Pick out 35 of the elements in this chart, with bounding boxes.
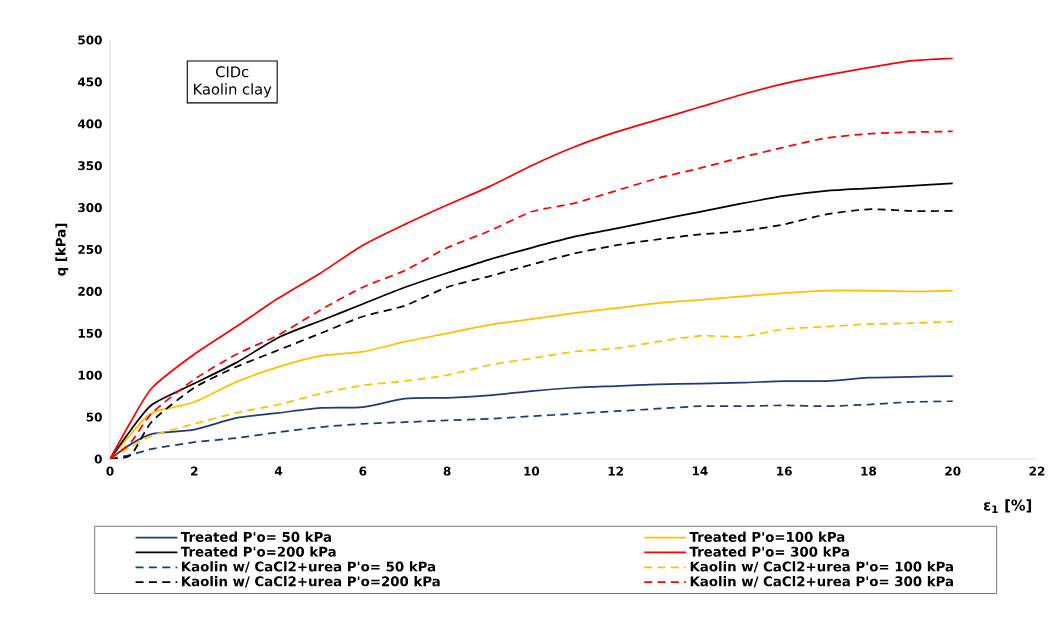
legend-label: Kaolin w/ CaCl2+urea P'o= 300 kPa [690, 576, 953, 588]
legend-label: Kaolin w/ CaCl2+urea P'o=200 kPa [182, 576, 440, 588]
y-tick-label: 0 [94, 454, 102, 464]
legend-label: Treated P'o=200 kPa [180, 546, 336, 557]
y-axis-title: q [kPa] [55, 223, 69, 276]
legend-label: Treated P'o= 300 kPa [689, 546, 849, 557]
x-tick-label: 18 [861, 466, 877, 476]
y-tick-label: 400 [77, 119, 102, 129]
x-tick-label: 20 [945, 466, 961, 476]
x-tick-label: 12 [608, 466, 623, 476]
y-tick-label: 50 [86, 412, 102, 422]
x-tick-label: 16 [777, 466, 792, 476]
x-axis-title: ε$_{1}$ [%] [983, 499, 1032, 513]
x-tick-label: 0 [106, 466, 114, 476]
y-tick-label: 250 [78, 244, 102, 255]
y-tick-label: 150 [78, 328, 102, 338]
x-tick-label: 4 [274, 466, 283, 476]
x-tick-label: 6 [359, 466, 367, 476]
x-tick-label: 8 [443, 466, 451, 476]
legend-label: Kaolin w/ CaCl2+urea P'o= 50 kPa [182, 561, 436, 573]
annotation: CIDc [216, 66, 249, 78]
legend-label: Treated P'o=100 kPa [689, 531, 845, 542]
y-tick-label: 450 [77, 77, 102, 87]
legend-label: Kaolin w/ CaCl2+urea P'o= 100 kPa [690, 561, 953, 573]
y-tick-label: 500 [78, 35, 102, 45]
legend-label: Treated P'o= 50 kPa [180, 531, 331, 542]
y-tick-label: 350 [78, 161, 102, 171]
y-tick-label: 100 [78, 370, 102, 380]
annotation: Kaolin clay [194, 83, 272, 98]
x-tick-label: 14 [692, 466, 708, 476]
y-tick-label: 300 [78, 203, 102, 213]
x-tick-label: 2 [191, 466, 198, 476]
y-tick-label: 200 [78, 286, 102, 296]
x-tick-label: 10 [524, 466, 540, 476]
x-tick-label: 22 [1029, 466, 1045, 476]
